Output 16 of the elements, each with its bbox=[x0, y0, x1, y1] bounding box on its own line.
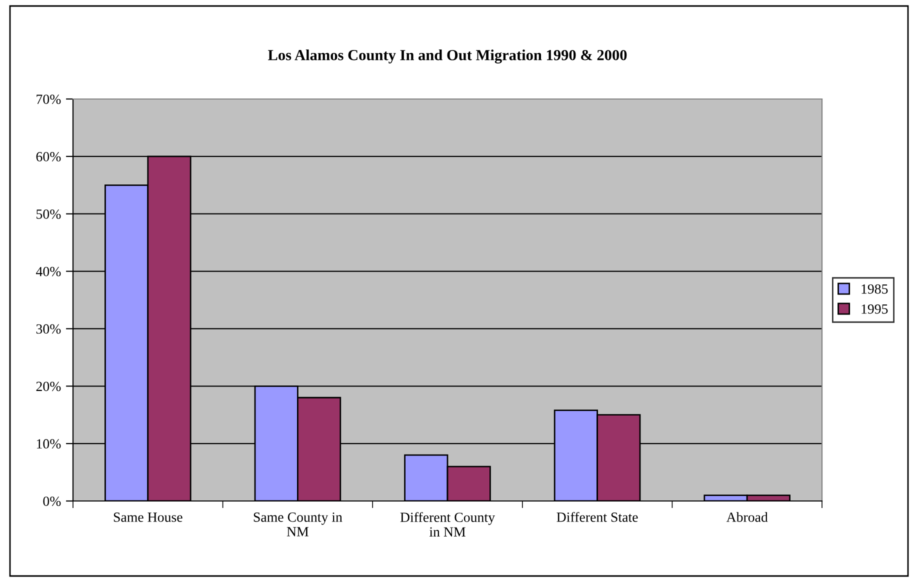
y-tick-label: 60% bbox=[36, 152, 61, 162]
x-tick-label: Different County in NM bbox=[400, 512, 495, 536]
chart-title: Los Alamos County In and Out Migration 1990 & 2000 bbox=[268, 50, 627, 64]
y-tick-label: 70% bbox=[36, 94, 61, 104]
y-tick-label: 10% bbox=[36, 439, 61, 449]
x-tick-label: Same County in NM bbox=[254, 512, 342, 536]
y-tick-label: 20% bbox=[36, 382, 61, 392]
x-tick-label: Different State bbox=[556, 512, 638, 522]
legend-label: 1995 bbox=[862, 304, 888, 314]
y-tick-label: 30% bbox=[36, 324, 61, 334]
legend-label: 1985 bbox=[862, 284, 888, 294]
y-tick-label: 50% bbox=[36, 209, 61, 219]
x-tick-label: Abroad bbox=[726, 512, 768, 522]
y-tick-label: 0% bbox=[43, 496, 61, 506]
y-tick-label: 40% bbox=[36, 266, 61, 276]
x-tick-label: Same House bbox=[114, 512, 182, 522]
